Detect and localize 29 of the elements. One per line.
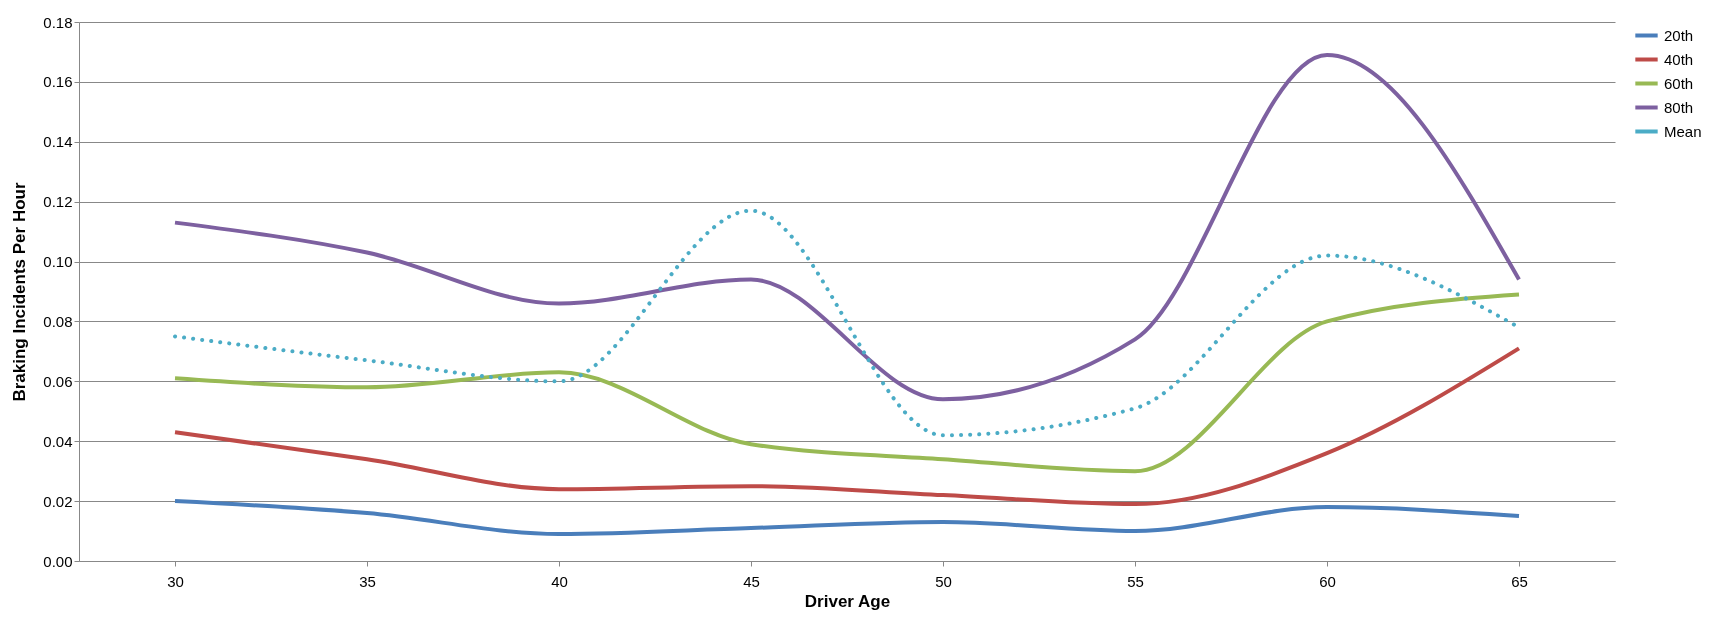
x-tick-label: 45 [743,572,760,590]
line-series [173,499,1521,537]
y-axis-title: Braking Incidents Per Hour [10,182,30,402]
legend-label: 80th [1664,98,1694,116]
x-tick-label: 65 [1511,572,1528,590]
legend-label: 40th [1664,50,1694,68]
line-series [173,52,1521,402]
x-axis-title: Driver Age [804,591,891,611]
y-tick-label: 0.08 [43,312,73,330]
legend-label: 60th [1664,74,1694,92]
y-tick-label: 0.16 [43,73,73,91]
x-tick-label: 35 [359,572,376,590]
y-tick-label: 0.04 [43,432,73,450]
x-tick-label: 60 [1319,572,1336,590]
x-tick-label: 55 [1127,572,1144,590]
legend-label: Mean [1664,122,1702,140]
y-tick-label: 0.14 [43,133,73,151]
line-series [173,346,1521,507]
line-series [173,292,1521,474]
y-tick-label: 0.12 [43,193,73,211]
x-tick-label: 50 [935,572,952,590]
legend-label: 20th [1664,26,1694,44]
x-tick-label: 40 [551,572,568,590]
y-tick-label: 0.18 [43,13,73,31]
y-tick-label: 0.00 [43,552,73,570]
y-tick-label: 0.06 [43,372,73,390]
y-tick-label: 0.10 [43,253,73,271]
x-tick-label: 30 [167,572,184,590]
y-tick-label: 0.02 [43,492,73,510]
